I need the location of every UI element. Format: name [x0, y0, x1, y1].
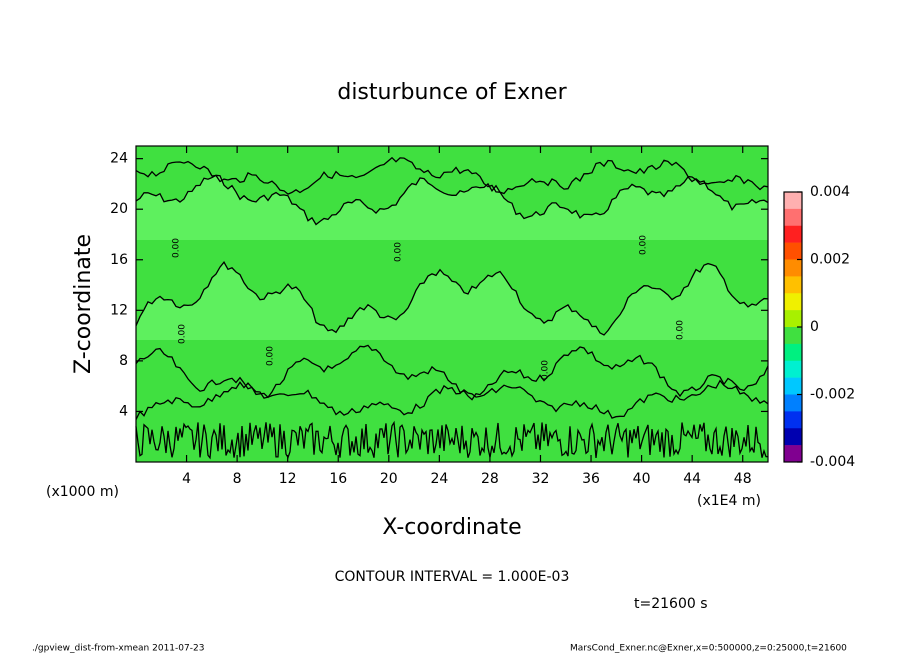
colorbar-band [784, 225, 802, 243]
colorbar-band [784, 394, 802, 412]
y-unit: (x1000 m) [46, 484, 119, 500]
colorbar-band [784, 310, 802, 328]
x-tick-label: 28 [481, 471, 499, 487]
contour-line [135, 174, 769, 226]
y-axis-label: Z-coordinate [71, 234, 96, 374]
contour-label: 0.00 [639, 235, 649, 255]
x-tick-label: 4 [182, 471, 191, 487]
colorbar-band [784, 276, 802, 294]
x-tick-label: 44 [683, 471, 701, 487]
colorbar-band [784, 343, 802, 362]
contour-label: 0.00 [172, 238, 182, 258]
colorbar-band [784, 242, 802, 260]
x-tick-label: 12 [279, 471, 297, 487]
x-tick-label: 20 [380, 471, 398, 487]
colorbar-band [784, 428, 802, 446]
colorbar-band [784, 293, 802, 311]
colorbar-band [784, 259, 802, 277]
contour-line [135, 156, 769, 195]
x-tick-label: 36 [582, 471, 600, 487]
contour-interval: CONTOUR INTERVAL = 1.000E-03 [335, 569, 570, 585]
y-tick-label: 20 [110, 201, 128, 217]
contour-line [135, 261, 769, 336]
contour-label: 0.00 [541, 360, 551, 380]
colorbar-band [784, 445, 802, 463]
x-axis-label: X-coordinate [382, 515, 521, 540]
field-region [136, 175, 768, 240]
contour-line [135, 420, 769, 460]
y-tick-label: 8 [119, 353, 128, 369]
y-tick-label: 24 [110, 151, 128, 167]
colorbar-tick-label: 0.004 [810, 184, 850, 200]
colorbar-tick-label: -0.002 [810, 387, 855, 403]
contour-label: 0.00 [266, 346, 276, 366]
y-tick-label: 16 [110, 252, 128, 268]
x-tick-label: 40 [633, 471, 651, 487]
y-tick-label: 4 [119, 403, 128, 419]
colorbar-tick-label: -0.004 [810, 454, 855, 470]
contour-label: 0.00 [676, 320, 686, 340]
x-unit: (x1E4 m) [697, 493, 761, 509]
colorbar-tick-label: 0 [810, 319, 819, 335]
x-tick-label: 8 [233, 471, 242, 487]
field-region [136, 262, 768, 340]
colorbar-tick-label: 0.002 [810, 252, 850, 268]
colorbar-band [784, 411, 802, 429]
colorbar-band [784, 192, 802, 210]
x-tick-label: 32 [532, 471, 550, 487]
contour-line [135, 379, 769, 420]
footer-right: MarsCond_Exner.nc@Exner,x=0:500000,z=0:2… [570, 644, 847, 654]
x-tick-label: 16 [329, 471, 347, 487]
contour-label: 0.00 [178, 324, 188, 344]
time-label: t=21600 s [634, 596, 708, 612]
contour-field: 0.00 0.00 0.00 0.00 0.00 0.00 0.00 [135, 146, 769, 462]
chart-title: disturbunce of Exner [337, 80, 567, 105]
colorbar-band [784, 377, 802, 395]
contour-line [135, 344, 769, 401]
colorbar-band [784, 360, 802, 378]
x-tick-label: 48 [734, 471, 752, 487]
contour-label: 0.00 [394, 242, 404, 262]
plot-frame [135, 145, 769, 463]
colorbar-band [784, 208, 802, 227]
colorbar-band [784, 327, 802, 345]
y-tick-label: 12 [110, 302, 128, 318]
footer-left: ./gpview_dist-from-xmean 2011-07-23 [32, 644, 204, 654]
x-tick-label: 24 [430, 471, 448, 487]
